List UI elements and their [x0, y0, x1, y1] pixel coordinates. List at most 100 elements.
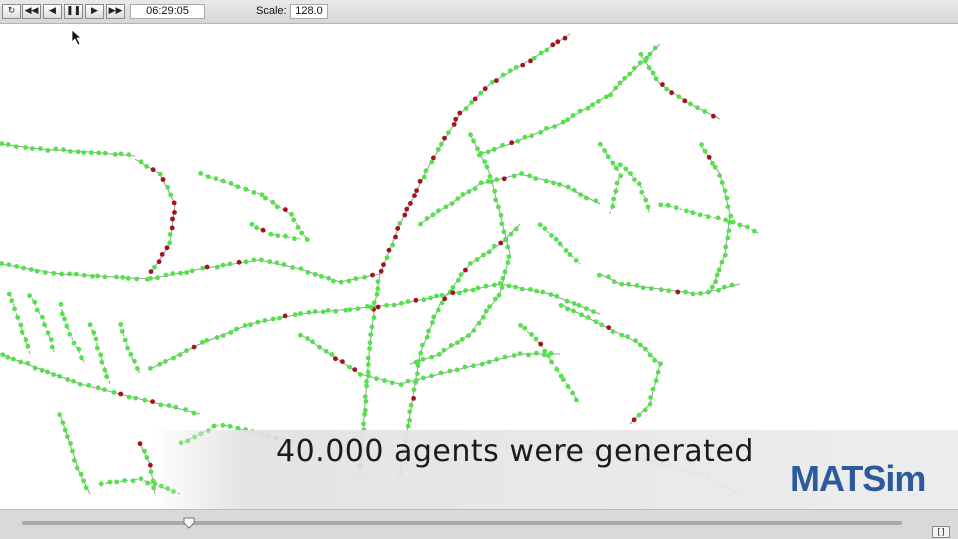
fullscreen-button[interactable]: [ ]: [932, 526, 950, 538]
agent-free: [722, 188, 728, 194]
agent-free: [102, 274, 108, 280]
agent-congested: [509, 140, 515, 146]
agent-free: [487, 304, 492, 309]
agent-free: [471, 138, 476, 144]
agent-free: [126, 152, 132, 158]
agent-free: [281, 262, 287, 267]
agent-free: [407, 409, 413, 414]
restart-button[interactable]: ↻: [2, 4, 21, 19]
agent-free: [168, 192, 174, 198]
agent-congested: [160, 177, 166, 182]
agent-free: [220, 333, 226, 338]
agent-free: [38, 146, 43, 151]
agent-free: [79, 355, 84, 361]
agent-free: [494, 357, 499, 362]
agent-free: [49, 337, 54, 342]
agent-free: [163, 272, 169, 278]
agent-free: [639, 189, 645, 195]
agent-free: [298, 311, 303, 316]
agent-free: [571, 308, 576, 314]
agent-free: [325, 308, 331, 313]
agent-free: [475, 146, 480, 152]
agent-free: [723, 217, 728, 223]
agent-free: [5, 142, 11, 147]
agent-free: [702, 148, 708, 154]
agent-free: [717, 173, 722, 178]
agent-free: [500, 72, 506, 78]
rewind-button[interactable]: ◀◀: [22, 4, 41, 19]
agent-free: [51, 372, 56, 378]
agent-free: [40, 314, 45, 320]
agent-free: [45, 330, 51, 336]
fast-forward-button[interactable]: ▶▶: [106, 4, 125, 19]
agent-congested: [669, 90, 674, 96]
agent-free: [298, 266, 304, 271]
agent-free: [493, 197, 499, 203]
agent-free: [227, 261, 233, 267]
agent-free: [456, 290, 462, 296]
agent-free: [398, 382, 404, 388]
play-button[interactable]: ▶: [85, 4, 104, 19]
agent-free: [228, 181, 234, 186]
agent-free: [429, 354, 435, 360]
agent-free: [702, 109, 708, 114]
timeline-track[interactable]: [22, 521, 902, 525]
agent-free: [365, 355, 371, 361]
agent-free: [730, 219, 736, 225]
agent-free: [29, 146, 35, 151]
agent-free: [542, 348, 548, 354]
agent-congested: [482, 86, 488, 92]
agent-free: [170, 271, 176, 276]
agent-free: [658, 287, 664, 293]
agent-free: [57, 373, 62, 379]
agent-congested: [408, 201, 413, 206]
network-map[interactable]: [0, 24, 958, 509]
agent-free: [362, 412, 367, 417]
agent-free: [362, 394, 368, 399]
agent-free: [585, 315, 591, 320]
agent-free: [558, 373, 564, 379]
timeline-thumb[interactable]: [183, 517, 195, 529]
agent-free: [6, 291, 12, 297]
agent-free: [664, 86, 670, 92]
agent-free: [173, 404, 179, 410]
agent-free: [553, 236, 559, 242]
agent-free: [235, 184, 241, 190]
agent-free: [626, 281, 631, 287]
agent-free: [426, 328, 431, 334]
agent-free: [647, 51, 653, 57]
agent-free: [517, 351, 523, 356]
agent-free: [411, 387, 417, 393]
agent-free: [544, 125, 549, 131]
agent-free: [111, 390, 117, 395]
agent-free: [132, 358, 137, 364]
agent-free: [14, 264, 19, 269]
time-field[interactable]: 06:29:05: [130, 4, 205, 19]
agent-congested: [260, 227, 266, 233]
agent-free: [480, 314, 486, 320]
agent-free: [275, 233, 281, 239]
agent-free: [107, 479, 113, 485]
agent-free: [371, 315, 377, 320]
agent-free: [331, 278, 336, 284]
agent-free: [405, 378, 411, 384]
agent-free: [628, 171, 633, 176]
agent-free: [597, 141, 603, 147]
step-back-button[interactable]: ◀: [43, 4, 62, 19]
agent-free: [571, 187, 577, 193]
agent-free: [593, 198, 599, 204]
agent-free: [494, 177, 500, 183]
agent-free: [365, 303, 370, 309]
pause-button[interactable]: ❚❚: [64, 4, 83, 19]
agent-congested: [393, 234, 398, 240]
agent-free: [439, 300, 445, 306]
agent-free: [59, 271, 65, 277]
agent-free: [546, 353, 551, 358]
agent-free: [511, 353, 517, 358]
agent-free: [519, 171, 524, 176]
agent-free: [142, 448, 147, 454]
agent-congested: [191, 344, 197, 350]
agent-free: [623, 166, 629, 172]
scale-field[interactable]: 128.0: [290, 4, 328, 19]
agent-free: [610, 329, 616, 334]
